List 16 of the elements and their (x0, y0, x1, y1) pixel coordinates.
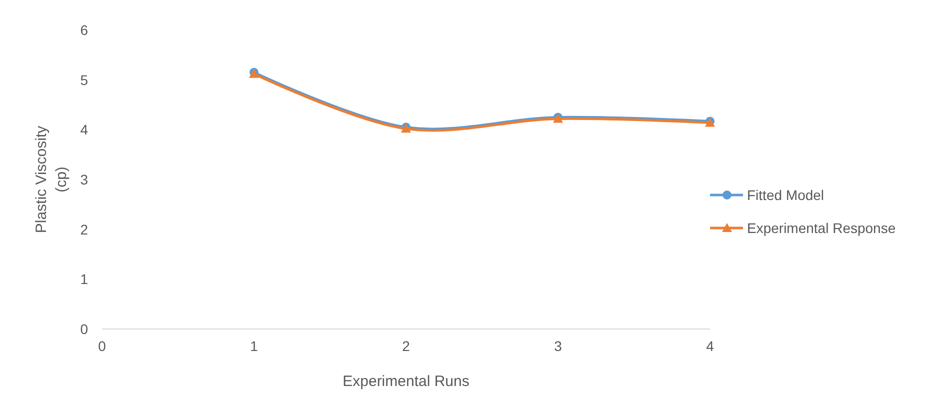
x-tick-label: 4 (706, 338, 714, 354)
y-tick-label: 1 (80, 271, 88, 288)
y-tick-label: 6 (80, 22, 88, 38)
y-tick-label: 5 (80, 72, 88, 88)
x-tick-label: 3 (554, 338, 562, 354)
y-tick-label: 4 (80, 122, 88, 138)
legend-label: Experimental Response (747, 220, 896, 236)
x-tick-label: 0 (98, 338, 106, 354)
y-tick-label: 3 (80, 172, 88, 188)
x-axis-title: Experimental Runs (342, 373, 470, 390)
legend-label: Fitted Model (747, 187, 824, 203)
x-tick-label: 2 (402, 338, 410, 354)
y-tick-label: 2 (80, 221, 88, 238)
x-tick-label: 1 (250, 338, 258, 354)
y-axis-title: Plastic Viscosity (cp) (33, 125, 70, 234)
y-tick-label: 0 (80, 321, 88, 337)
